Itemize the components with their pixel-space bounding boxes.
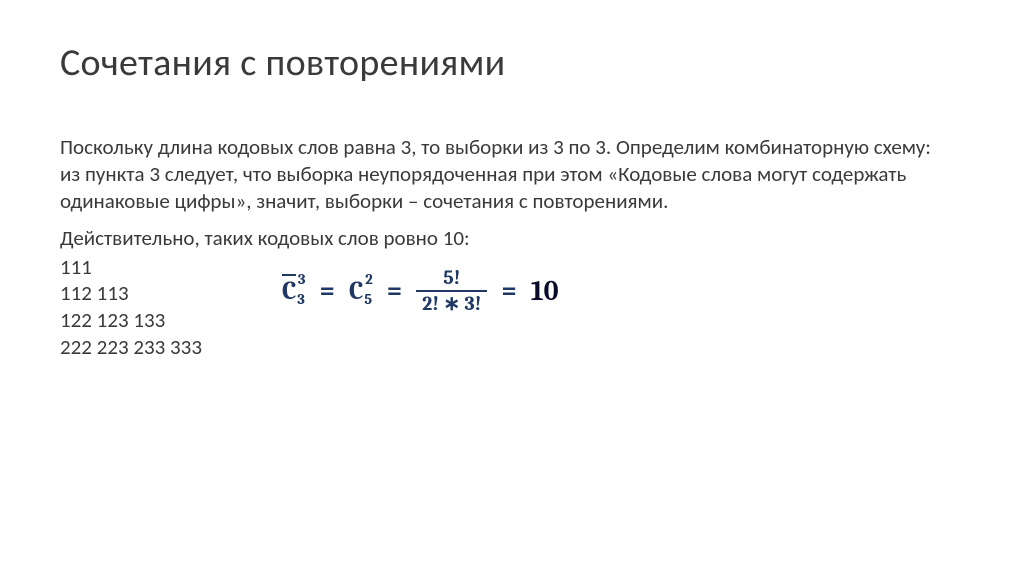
code-words-column: 111 112 113 122 123 133 222 223 233 333 — [60, 252, 202, 362]
lower-row: 111 112 113 122 123 133 222 223 233 333 … — [60, 252, 964, 362]
mid-base: C — [349, 276, 363, 306]
fraction: 5! 2! ∗ 3! — [416, 266, 487, 316]
code-row-2: 112 113 — [60, 280, 202, 307]
lhs-term: C 33 — [282, 276, 306, 306]
formula-column: C 33 = C52 = 5! 2! ∗ 3! = 10 — [202, 252, 964, 316]
slide-title: Сочетания с повторениями — [60, 40, 964, 86]
body-line-2: Действительно, таких кодовых слов ровно … — [60, 225, 964, 252]
code-row-1: 111 — [60, 254, 202, 281]
lhs-sub: 3 — [297, 290, 305, 308]
mid-sup: 2 — [365, 270, 373, 288]
code-words-list: 111 112 113 122 123 133 222 223 233 333 — [60, 254, 202, 362]
fraction-denominator: 2! ∗ 3! — [416, 292, 487, 316]
slide: Сочетания с повторениями Поскольку длина… — [0, 0, 1024, 574]
body-paragraph: Поскольку длина кодовых слов равна 3, то… — [60, 134, 940, 215]
equals-2: = — [387, 276, 402, 306]
code-row-4: 222 223 233 333 — [60, 334, 202, 361]
lhs-base: C — [282, 276, 296, 306]
fraction-numerator: 5! — [437, 266, 466, 290]
overline-icon: C — [282, 276, 296, 306]
mid-term: C52 — [349, 276, 373, 306]
code-row-3: 122 123 133 — [60, 307, 202, 334]
combinations-formula: C 33 = C52 = 5! 2! ∗ 3! = 10 — [282, 266, 559, 316]
equals-1: = — [320, 276, 335, 306]
formula-result: 10 — [531, 275, 559, 307]
mid-sub: 5 — [364, 290, 372, 308]
equals-3: = — [501, 276, 516, 306]
lhs-sup: 3 — [298, 270, 306, 288]
